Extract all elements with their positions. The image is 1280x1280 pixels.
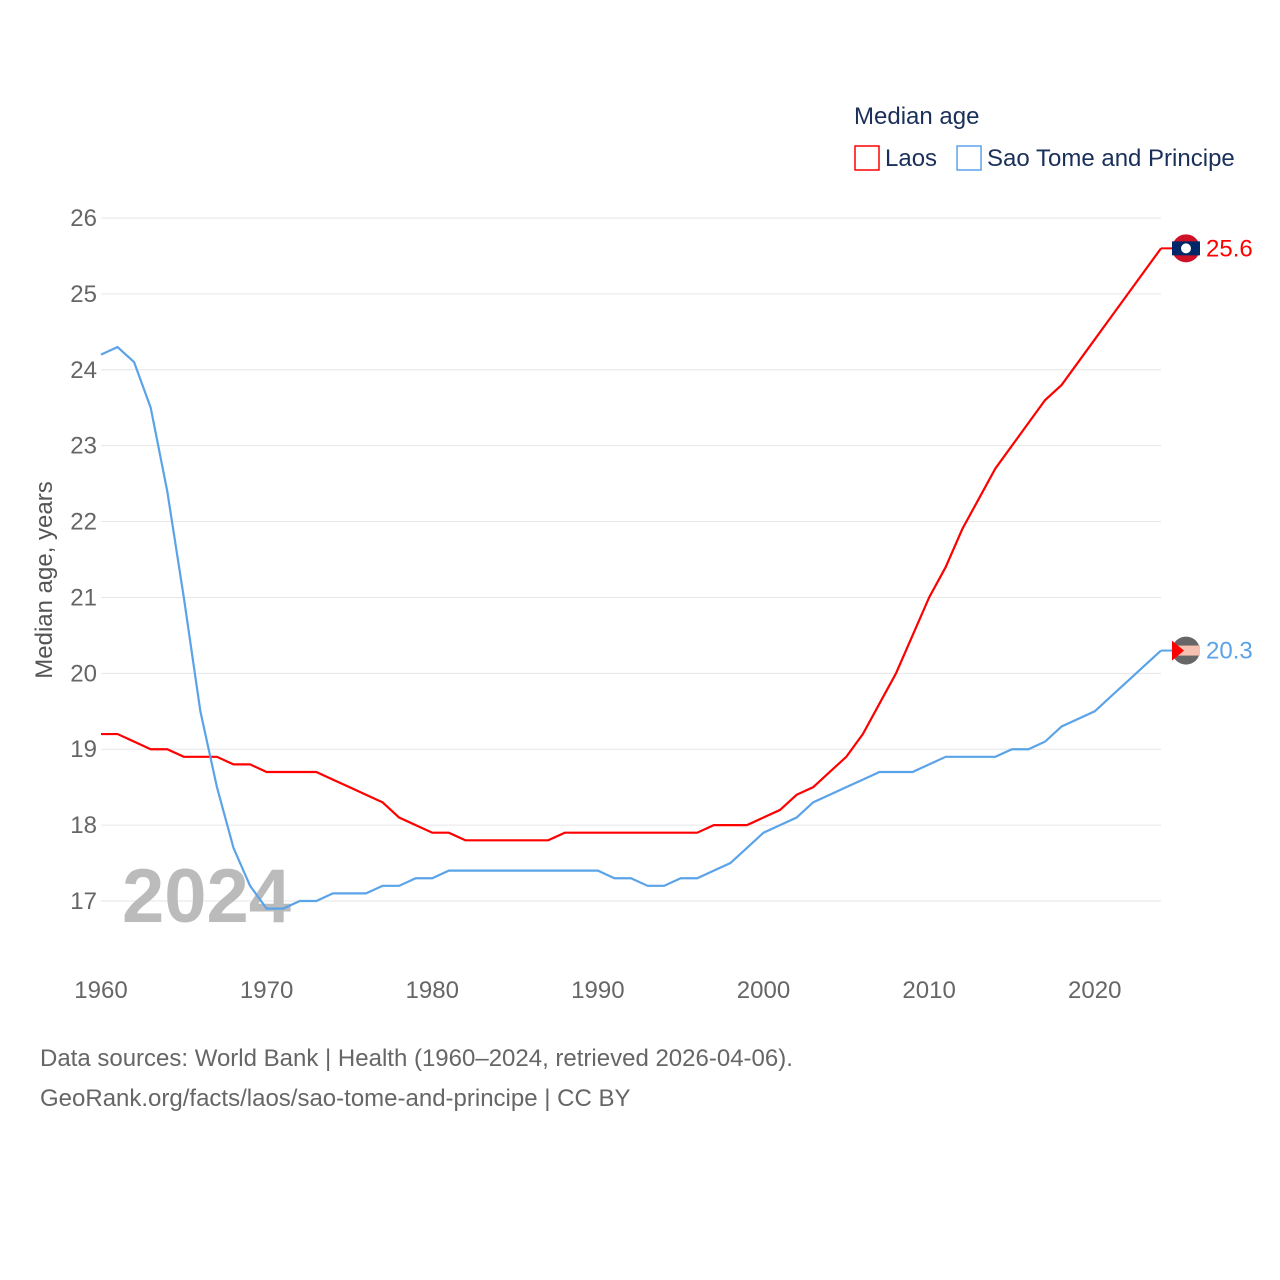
x-tick-label: 1970 [240, 977, 293, 1004]
sao-tome-flag-band [1174, 645, 1200, 656]
x-tick-label: 2020 [1068, 977, 1121, 1004]
y-tick-label: 21 [70, 584, 97, 611]
x-tick-label: 1990 [571, 977, 624, 1004]
legend-title: Median age [854, 103, 979, 130]
laos-flag-disc [1181, 243, 1191, 254]
x-tick-label: 1960 [74, 977, 127, 1004]
end-value-label: 20.3 [1206, 638, 1253, 665]
y-tick-label: 22 [70, 509, 97, 536]
source-line-1: Data sources: World Bank | Health (1960–… [40, 1045, 793, 1072]
y-axis-label: Median age, years [31, 481, 58, 678]
x-tick-label: 2010 [902, 977, 955, 1004]
y-tick-label: 17 [70, 888, 97, 915]
end-value-label: 25.6 [1206, 235, 1253, 262]
y-tick-label: 26 [70, 205, 97, 232]
y-tick-label: 18 [70, 812, 97, 839]
x-tick-label: 2000 [737, 977, 790, 1004]
y-tick-label: 19 [70, 736, 97, 763]
y-tick-label: 24 [70, 357, 97, 384]
legend-swatch[interactable] [956, 145, 982, 171]
y-tick-label: 25 [70, 281, 97, 308]
y-tick-label: 23 [70, 433, 97, 460]
legend-label[interactable]: Sao Tome and Principe [987, 145, 1235, 172]
sao-tome-flag-triangle [1172, 640, 1184, 661]
y-tick-label: 20 [70, 660, 97, 687]
legend-swatch[interactable] [854, 145, 880, 171]
series-line-laos [101, 247, 1162, 842]
legend-label[interactable]: Laos [885, 145, 937, 172]
year-watermark: 2024 [122, 854, 291, 939]
x-tick-label: 1980 [406, 977, 459, 1004]
series-line-sao-tome [100, 345, 1162, 910]
source-line-2[interactable]: GeoRank.org/facts/laos/sao-tome-and-prin… [40, 1085, 631, 1112]
